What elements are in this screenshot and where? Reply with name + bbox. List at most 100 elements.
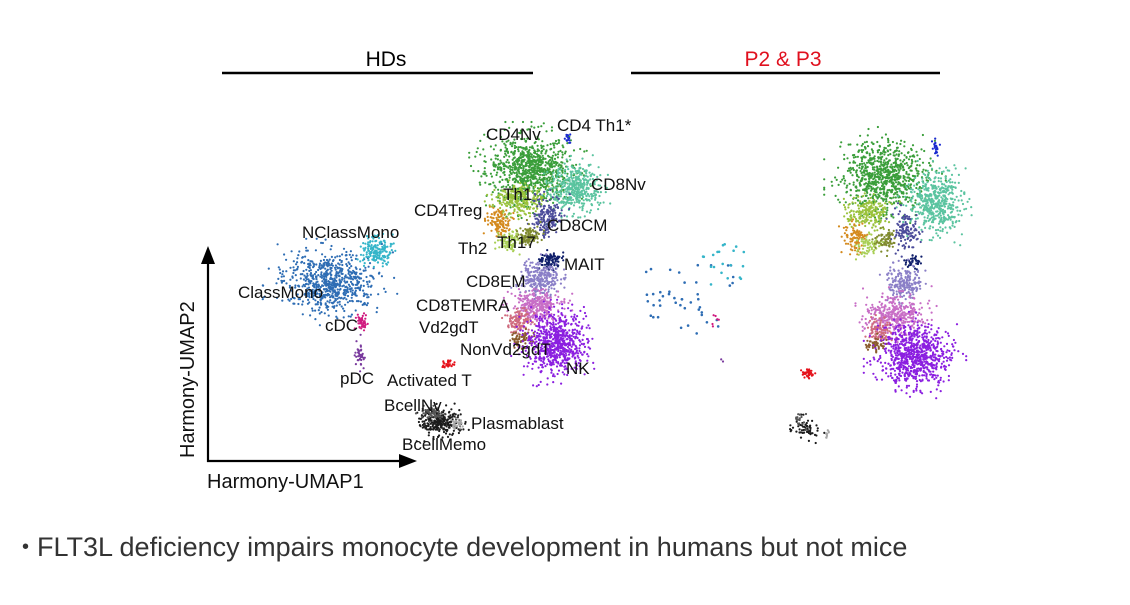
scatter-point bbox=[551, 158, 554, 162]
scatter-point bbox=[529, 319, 532, 322]
scatter-point bbox=[506, 158, 509, 162]
scatter-point bbox=[443, 416, 446, 419]
scatter-point bbox=[509, 165, 512, 168]
scatter-point bbox=[505, 204, 508, 207]
scatter-point bbox=[535, 221, 538, 224]
scatter-point bbox=[578, 201, 581, 204]
scatter-point bbox=[280, 281, 283, 284]
scatter-point bbox=[317, 274, 320, 277]
scatter-point bbox=[551, 338, 555, 341]
scatter-point bbox=[453, 421, 456, 424]
scatter-point bbox=[354, 275, 357, 278]
scatter-point bbox=[553, 193, 556, 196]
scatter-point bbox=[294, 284, 297, 287]
scatter-point bbox=[550, 182, 553, 185]
scatter-point bbox=[577, 181, 580, 184]
scatter-point bbox=[342, 307, 345, 310]
scatter-point bbox=[558, 356, 561, 359]
scatter-point bbox=[560, 207, 563, 210]
scatter-point bbox=[556, 257, 559, 261]
scatter-point bbox=[566, 345, 570, 349]
scatter-point bbox=[321, 241, 324, 245]
scatter-point bbox=[529, 274, 532, 277]
scatter-point bbox=[372, 237, 375, 240]
scatter-point bbox=[338, 288, 341, 291]
scatter-point bbox=[548, 296, 551, 299]
scatter-point bbox=[532, 196, 535, 199]
scatter-point bbox=[306, 302, 309, 305]
scatter-point bbox=[568, 329, 571, 332]
scatter-point bbox=[368, 241, 371, 244]
scatter-point bbox=[275, 296, 279, 299]
scatter-point bbox=[658, 304, 662, 307]
scatter-point bbox=[548, 272, 551, 275]
scatter-point bbox=[535, 385, 538, 388]
scatter-point bbox=[520, 160, 523, 163]
scatter-point bbox=[555, 190, 558, 193]
scatter-point bbox=[364, 269, 367, 272]
scatter-point bbox=[528, 148, 531, 152]
scatter-point bbox=[389, 245, 392, 248]
scatter-point bbox=[523, 158, 526, 161]
scatter-point bbox=[544, 161, 548, 164]
scatter-point bbox=[661, 294, 665, 298]
scatter-point bbox=[569, 154, 573, 157]
scatter-point bbox=[557, 326, 561, 329]
scatter-point bbox=[546, 293, 549, 296]
scatter-point bbox=[311, 307, 314, 310]
scatter-point bbox=[545, 253, 548, 256]
scatter-point bbox=[335, 274, 338, 277]
scatter-point bbox=[583, 150, 586, 153]
scatter-point bbox=[275, 282, 278, 285]
scatter-point bbox=[568, 337, 572, 340]
scatter-point bbox=[544, 164, 547, 167]
scatter-point bbox=[535, 181, 538, 184]
scatter-point bbox=[541, 140, 544, 143]
scatter-point bbox=[558, 302, 561, 305]
scatter-point bbox=[537, 383, 540, 387]
scatter-point bbox=[290, 297, 293, 301]
scatter-point bbox=[370, 284, 373, 287]
scatter-point bbox=[342, 247, 346, 250]
scatter-point bbox=[312, 265, 315, 268]
scatter-point bbox=[320, 276, 323, 279]
scatter-point bbox=[575, 171, 578, 175]
scatter-point bbox=[352, 275, 355, 278]
scatter-point bbox=[537, 161, 540, 164]
scatter-point bbox=[357, 350, 360, 353]
scatter-point bbox=[347, 261, 350, 264]
scatter-point bbox=[560, 312, 563, 315]
scatter-point bbox=[362, 242, 365, 245]
scatter-point bbox=[507, 213, 510, 216]
scatter-point bbox=[555, 365, 559, 368]
scatter-point bbox=[348, 299, 351, 303]
scatter-point bbox=[568, 193, 571, 196]
scatter-point bbox=[503, 167, 506, 170]
scatter-point bbox=[535, 153, 539, 156]
scatter-point bbox=[353, 291, 357, 294]
patient-cluster-classmono bbox=[644, 263, 735, 335]
scatter-point bbox=[562, 277, 565, 280]
scatter-point bbox=[315, 278, 318, 281]
scatter-point bbox=[483, 173, 486, 176]
scatter-point bbox=[499, 148, 502, 151]
scatter-point bbox=[383, 260, 386, 263]
scatter-point bbox=[329, 295, 332, 298]
scatter-point bbox=[539, 289, 543, 292]
scatter-point bbox=[564, 197, 567, 200]
scatter-point bbox=[577, 191, 580, 194]
scatter-point bbox=[334, 293, 337, 296]
scatter-point bbox=[542, 182, 546, 185]
scatter-point bbox=[548, 280, 551, 284]
scatter-point bbox=[323, 295, 326, 298]
scatter-point bbox=[531, 367, 534, 370]
scatter-point bbox=[355, 300, 359, 303]
scatter-point bbox=[539, 329, 542, 332]
scatter-point bbox=[535, 177, 538, 180]
scatter-point bbox=[445, 404, 448, 407]
scatter-point bbox=[540, 301, 543, 304]
scatter-point bbox=[500, 203, 503, 206]
scatter-point bbox=[564, 178, 568, 181]
scatter-point bbox=[545, 195, 549, 198]
scatter-point bbox=[562, 251, 565, 254]
